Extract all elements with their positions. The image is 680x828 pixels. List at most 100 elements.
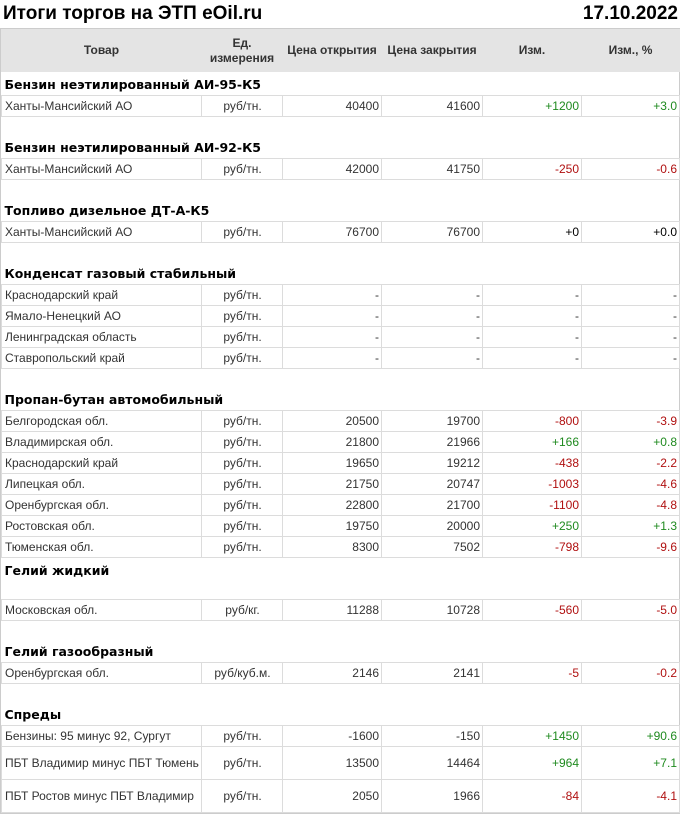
table-row: Бензины: 95 минус 92, Сургут руб/тн. -1600… bbox=[1, 725, 680, 747]
table-row: Ханты-Мансийский АО руб/тн. 42000 41750 -250… bbox=[1, 158, 680, 180]
product-name: Ямало-Ненецкий АО bbox=[1, 305, 202, 327]
change: -84 bbox=[482, 779, 582, 813]
section-title: Бензин неэтилированный АИ-95-К5 bbox=[4, 77, 261, 92]
change-pct: -2.2 bbox=[581, 452, 680, 474]
close-price: 20747 bbox=[381, 473, 483, 495]
section-title: Гелий газообразный bbox=[4, 644, 154, 659]
open-price: 19650 bbox=[282, 452, 382, 474]
open-price: 21800 bbox=[282, 431, 382, 453]
unit: руб/тн. bbox=[201, 221, 283, 243]
change-pct: +90.6 bbox=[581, 725, 680, 747]
close-price: - bbox=[381, 305, 483, 327]
change: +0 bbox=[482, 221, 582, 243]
open-price: 21750 bbox=[282, 473, 382, 495]
close-price: 1966 bbox=[381, 779, 483, 813]
close-price: 21966 bbox=[381, 431, 483, 453]
table-row: Белгородская обл. руб/тн. 20500 19700 -800 -3… bbox=[1, 410, 680, 432]
open-price: - bbox=[282, 326, 382, 348]
close-price: 2141 bbox=[381, 662, 483, 684]
close-price: 41750 bbox=[381, 158, 483, 180]
change-pct: -9.6 bbox=[581, 536, 680, 558]
change-pct: +1.3 bbox=[581, 515, 680, 537]
change: +250 bbox=[482, 515, 582, 537]
table-row: ПБТ Ростов минус ПБТ Владимир руб/тн. 2050… bbox=[1, 779, 680, 813]
close-price: 10728 bbox=[381, 599, 483, 621]
change-pct: +7.1 bbox=[581, 746, 680, 780]
close-price: 19700 bbox=[381, 410, 483, 432]
spacer-row bbox=[2, 684, 680, 703]
col-change-pct: Изм., % bbox=[581, 29, 680, 72]
change: -800 bbox=[482, 410, 582, 432]
spacer-row bbox=[2, 243, 680, 262]
col-change: Изм. bbox=[482, 29, 582, 72]
open-price: 76700 bbox=[282, 221, 382, 243]
table-row: Ямало-Ненецкий АО руб/тн. - - - - bbox=[1, 305, 680, 327]
close-price: - bbox=[381, 347, 483, 369]
table-row: Липецкая обл. руб/тн. 21750 20747 -1003 -4.6 bbox=[1, 473, 680, 495]
unit: руб/тн. bbox=[201, 95, 283, 117]
unit: руб/тн. bbox=[201, 284, 283, 306]
table-row: ПБТ Владимир минус ПБТ Тюмень руб/тн. 1350… bbox=[1, 746, 680, 780]
product-name: Ростовская обл. bbox=[1, 515, 202, 537]
product-name: Владимирская обл. bbox=[1, 431, 202, 453]
change: - bbox=[482, 305, 582, 327]
close-price: 21700 bbox=[381, 494, 483, 516]
open-price: 22800 bbox=[282, 494, 382, 516]
change-pct: +0.0 bbox=[581, 221, 680, 243]
change: +1200 bbox=[482, 95, 582, 117]
open-price: - bbox=[282, 347, 382, 369]
change-pct: -4.1 bbox=[581, 779, 680, 813]
close-price: 7502 bbox=[381, 536, 483, 558]
open-price: 2146 bbox=[282, 662, 382, 684]
open-price: -1600 bbox=[282, 725, 382, 747]
unit: руб/тн. bbox=[201, 473, 283, 495]
product-name: Ханты-Мансийский АО bbox=[1, 158, 202, 180]
table-row: Тюменская обл. руб/тн. 8300 7502 -798 -9.6 bbox=[1, 536, 680, 558]
section-row: Спреды bbox=[2, 702, 680, 726]
spacer bbox=[2, 621, 680, 640]
section-title: Бензин неэтилированный АИ-92-К5 bbox=[4, 140, 261, 155]
close-price: -150 bbox=[381, 725, 483, 747]
product-name: Краснодарский край bbox=[1, 452, 202, 474]
table-row: Краснодарский край руб/тн. 19650 19212 -438-… bbox=[1, 452, 680, 474]
change-pct: +3.0 bbox=[581, 95, 680, 117]
table-row: Краснодарский край руб/тн. - - - - bbox=[1, 284, 680, 306]
report-title: Итоги торгов на ЭТП eOil.ru bbox=[3, 3, 263, 24]
close-price: 76700 bbox=[381, 221, 483, 243]
report-header: Итоги торгов на ЭТП eOil.ru 17.10.2022 bbox=[0, 0, 680, 28]
change: -5 bbox=[482, 662, 582, 684]
section-row: Пропан-бутан автомобильный bbox=[2, 387, 680, 411]
change: - bbox=[482, 326, 582, 348]
spacer bbox=[2, 243, 680, 262]
open-price: 40400 bbox=[282, 95, 382, 117]
unit: руб/куб.м. bbox=[201, 662, 283, 684]
col-product: Товар bbox=[1, 29, 202, 72]
change-pct: - bbox=[581, 326, 680, 348]
col-close-price: Цена закрытия bbox=[381, 29, 483, 72]
section-row: Конденсат газовый стабильный bbox=[2, 261, 680, 285]
spacer bbox=[2, 180, 680, 199]
product-name: ПБТ Владимир минус ПБТ Тюмень bbox=[1, 746, 202, 780]
spacer-row bbox=[2, 180, 680, 199]
section-title: Топливо дизельное ДТ-А-К5 bbox=[4, 203, 210, 218]
open-price: - bbox=[282, 305, 382, 327]
unit: руб/тн. bbox=[201, 494, 283, 516]
product-name: Липецкая обл. bbox=[1, 473, 202, 495]
table-row: Оренбургская обл. руб/куб.м. 2146 2141 -5 -0.… bbox=[1, 662, 680, 684]
unit: руб/тн. bbox=[201, 779, 283, 813]
unit: руб/тн. bbox=[201, 725, 283, 747]
change-pct: -0.2 bbox=[581, 662, 680, 684]
unit: руб/тн. bbox=[201, 158, 283, 180]
change: -798 bbox=[482, 536, 582, 558]
unit: руб/тн. bbox=[201, 452, 283, 474]
open-price: 2050 bbox=[282, 779, 382, 813]
table-header: Товар Ед. измерения Цена открытия Цена з… bbox=[1, 29, 680, 72]
open-price: 8300 bbox=[282, 536, 382, 558]
col-open-price: Цена открытия bbox=[282, 29, 382, 72]
unit: руб/тн. bbox=[201, 515, 283, 537]
table-row: Владимирская обл. руб/тн. 21800 21966 +166 +0… bbox=[1, 431, 680, 453]
change: +166 bbox=[482, 431, 582, 453]
open-price: 13500 bbox=[282, 746, 382, 780]
report-date: 17.10.2022 bbox=[582, 3, 678, 24]
section-row: Гелий жидкий bbox=[2, 558, 680, 582]
